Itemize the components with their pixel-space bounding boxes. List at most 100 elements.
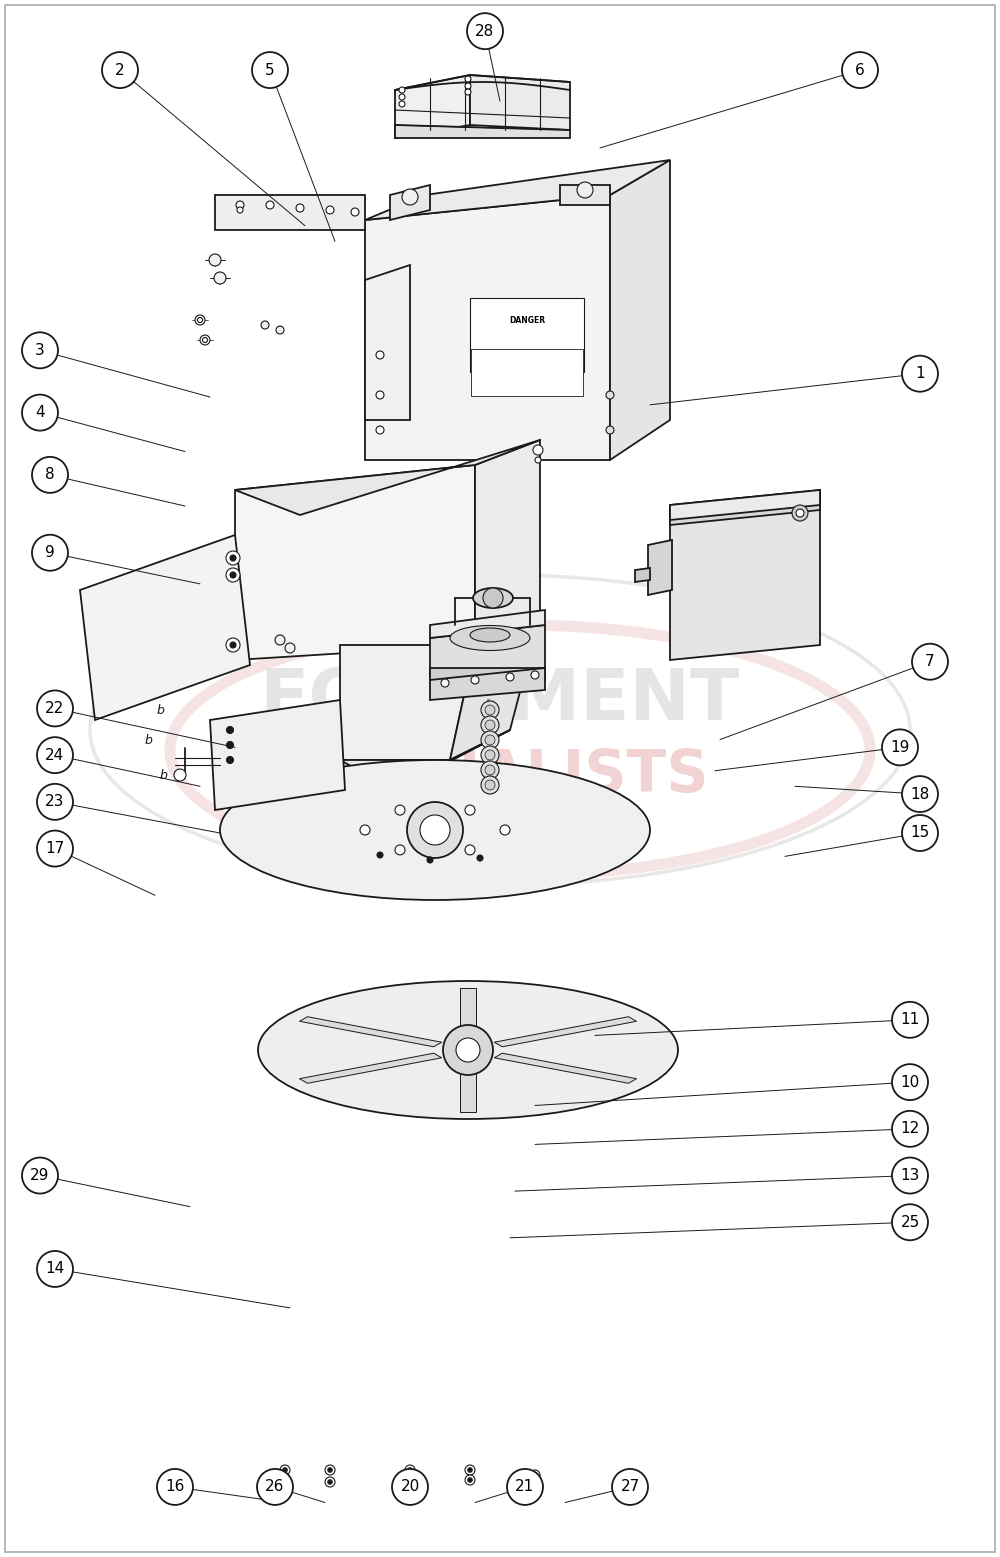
Polygon shape (430, 668, 545, 680)
Text: 5: 5 (265, 62, 275, 78)
Polygon shape (475, 441, 540, 645)
Text: b: b (159, 769, 167, 782)
Circle shape (226, 551, 240, 565)
Circle shape (481, 746, 499, 764)
Text: 6: 6 (855, 62, 865, 78)
Text: 14: 14 (45, 1261, 65, 1277)
Circle shape (261, 321, 269, 329)
Circle shape (468, 1468, 473, 1473)
Circle shape (405, 1465, 415, 1474)
Polygon shape (460, 989, 476, 1039)
Circle shape (283, 1487, 288, 1493)
Text: 1: 1 (915, 366, 925, 381)
Text: DANGER: DANGER (509, 316, 545, 324)
Circle shape (395, 805, 405, 814)
Polygon shape (430, 624, 545, 680)
Circle shape (912, 643, 948, 680)
Text: 25: 25 (900, 1214, 920, 1230)
Text: 16: 16 (165, 1479, 185, 1495)
Circle shape (792, 504, 808, 522)
Polygon shape (365, 160, 670, 220)
Circle shape (226, 727, 234, 733)
Circle shape (500, 825, 510, 835)
Circle shape (280, 1485, 290, 1495)
Polygon shape (390, 185, 430, 220)
Polygon shape (365, 195, 610, 459)
Polygon shape (670, 490, 820, 525)
Circle shape (485, 750, 495, 760)
Circle shape (892, 1204, 928, 1241)
Polygon shape (299, 1053, 442, 1084)
Text: b: b (156, 704, 164, 716)
Circle shape (902, 775, 938, 813)
Circle shape (230, 554, 236, 561)
Polygon shape (610, 160, 670, 459)
Circle shape (326, 206, 334, 213)
Circle shape (533, 445, 543, 455)
Polygon shape (670, 504, 820, 660)
Circle shape (392, 1468, 428, 1506)
Text: 15: 15 (910, 825, 930, 841)
Circle shape (842, 51, 878, 89)
Circle shape (481, 761, 499, 778)
Circle shape (882, 729, 918, 766)
Text: EQUIPMENT: EQUIPMENT (260, 665, 740, 735)
Circle shape (285, 643, 295, 652)
Circle shape (37, 783, 73, 821)
Circle shape (485, 719, 495, 730)
Polygon shape (235, 441, 540, 515)
Circle shape (796, 509, 804, 517)
Circle shape (237, 207, 243, 213)
Text: 20: 20 (400, 1479, 420, 1495)
Circle shape (465, 83, 471, 89)
Circle shape (530, 1470, 540, 1481)
Polygon shape (460, 1060, 476, 1112)
Circle shape (230, 641, 236, 648)
Circle shape (892, 1157, 928, 1194)
Circle shape (612, 1468, 648, 1506)
Text: 3: 3 (35, 343, 45, 358)
Polygon shape (299, 1017, 442, 1046)
Circle shape (481, 716, 499, 733)
Polygon shape (235, 466, 475, 660)
Circle shape (485, 780, 495, 789)
Circle shape (257, 1468, 293, 1506)
FancyBboxPatch shape (471, 349, 583, 395)
Circle shape (532, 1482, 538, 1487)
Text: 12: 12 (900, 1121, 920, 1137)
Text: 9: 9 (45, 545, 55, 561)
Circle shape (395, 845, 405, 855)
Circle shape (481, 701, 499, 719)
Ellipse shape (473, 589, 513, 607)
Circle shape (465, 805, 475, 814)
Text: 22: 22 (45, 701, 65, 716)
Text: 8: 8 (45, 467, 55, 483)
Circle shape (202, 338, 208, 343)
Circle shape (427, 856, 433, 863)
Text: 28: 28 (475, 23, 495, 39)
Circle shape (408, 1478, 413, 1482)
Circle shape (328, 1468, 332, 1473)
Ellipse shape (258, 981, 678, 1119)
Text: 21: 21 (515, 1479, 535, 1495)
Text: 7: 7 (925, 654, 935, 670)
Circle shape (471, 676, 479, 684)
Text: 4: 4 (35, 405, 45, 420)
Polygon shape (560, 185, 610, 206)
Circle shape (214, 272, 226, 283)
Polygon shape (395, 125, 570, 139)
Circle shape (481, 775, 499, 794)
Circle shape (408, 1468, 413, 1473)
Text: 19: 19 (890, 740, 910, 755)
Circle shape (325, 1478, 335, 1487)
Circle shape (420, 814, 450, 845)
Polygon shape (340, 730, 510, 789)
Circle shape (102, 51, 138, 89)
Circle shape (37, 736, 73, 774)
Text: 26: 26 (265, 1479, 285, 1495)
Circle shape (485, 764, 495, 775)
Circle shape (399, 87, 405, 93)
Circle shape (506, 673, 514, 680)
Text: 11: 11 (900, 1012, 920, 1028)
Polygon shape (340, 645, 475, 760)
